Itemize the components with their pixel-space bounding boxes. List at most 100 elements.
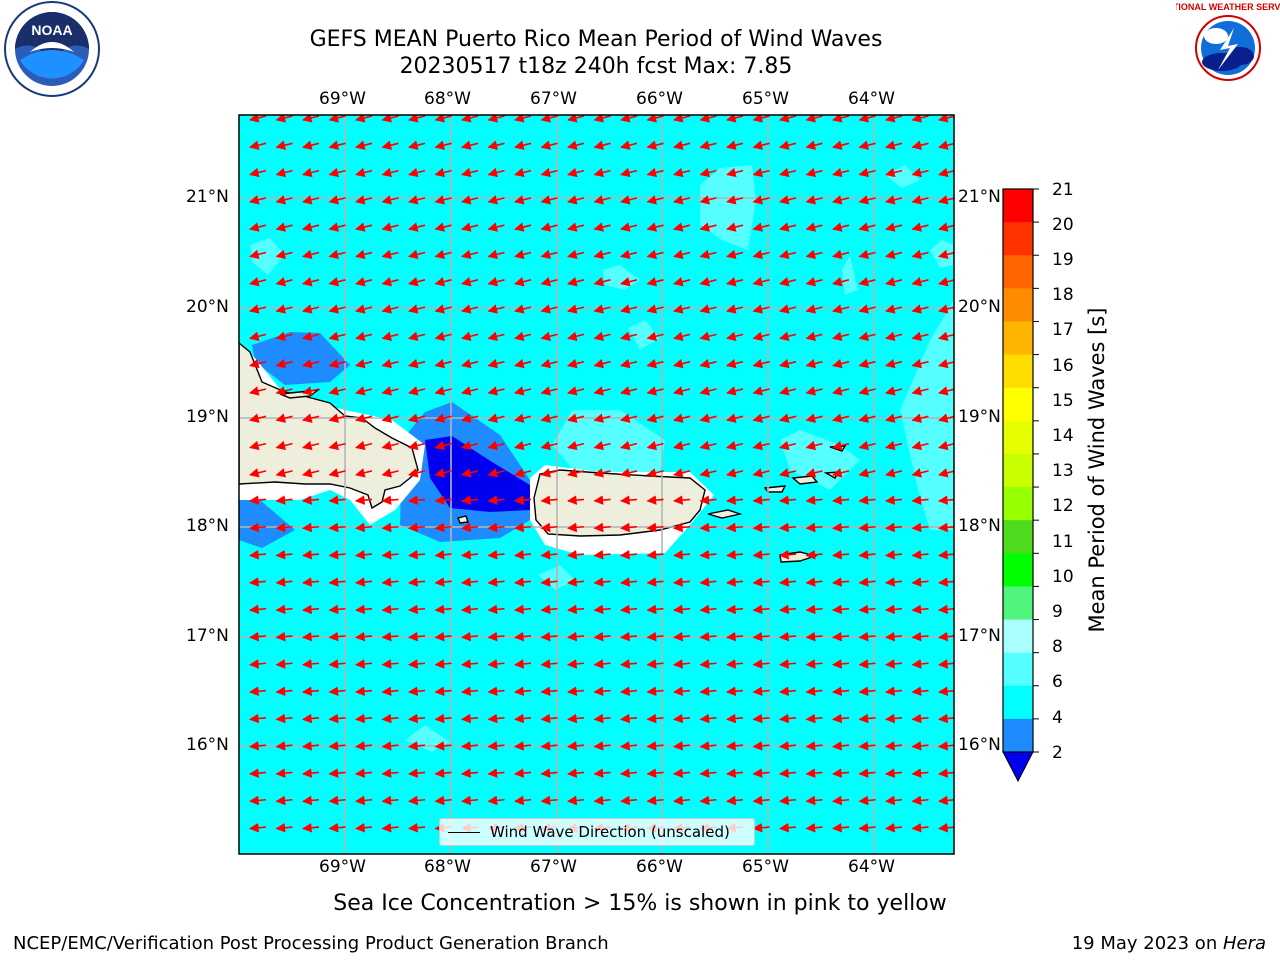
wind-wave-arrow [805, 140, 823, 150]
wind-wave-arrow [514, 249, 532, 260]
wind-wave-arrow [567, 140, 585, 150]
wind-wave-arrow [514, 331, 532, 341]
wind-wave-arrow [514, 386, 532, 396]
wind-wave-arrow [673, 741, 691, 751]
wind-wave-arrow [434, 195, 452, 205]
wind-wave-arrow [434, 440, 452, 451]
wind-wave-arrow [434, 631, 452, 642]
wind-wave-arrow [938, 304, 954, 314]
wind-wave-arrow [752, 140, 770, 150]
wind-wave-arrow [752, 495, 770, 505]
wind-wave-arrow [434, 413, 452, 423]
wind-wave-arrow [646, 549, 664, 560]
colorbar-frame [1002, 188, 1034, 753]
wind-wave-arrow [487, 304, 505, 314]
wind-wave-arrow [620, 741, 638, 751]
wind-wave-arrow [302, 277, 320, 287]
wind-wave-arrow [249, 795, 267, 806]
wind-wave-arrow [302, 140, 320, 150]
st-thomas-island [763, 485, 787, 493]
wind-wave-arrow [275, 440, 293, 451]
wind-wave-arrow [832, 249, 850, 260]
wind-wave-arrow [699, 659, 717, 669]
wind-wave-arrow [328, 795, 346, 806]
wind-wave-arrow [699, 549, 717, 560]
wind-wave-arrow [302, 222, 320, 232]
wind-wave-arrow [249, 304, 267, 314]
wind-wave-arrow [487, 522, 505, 533]
wind-wave-arrow [514, 604, 532, 615]
wind-wave-arrow [540, 115, 558, 123]
wind-wave-arrow [302, 331, 320, 341]
wind-wave-arrow [646, 468, 664, 478]
colorbar-segment [1003, 222, 1033, 256]
wind-wave-arrow [461, 277, 479, 287]
wind-wave-arrow [673, 686, 691, 697]
wind-wave-arrow [752, 686, 770, 697]
wind-wave-arrow [593, 386, 611, 396]
wind-wave-arrow [593, 413, 611, 423]
wind-wave-arrow [805, 659, 823, 669]
wind-wave-arrow [487, 222, 505, 232]
wind-wave-arrow [805, 304, 823, 314]
wind-wave-arrow [673, 140, 691, 150]
wind-wave-arrow [699, 115, 717, 123]
wind-wave-arrow [593, 686, 611, 697]
colorbar-title: Mean Period of Wind Waves [s] [1085, 307, 1109, 633]
wind-wave-arrow [620, 659, 638, 669]
wind-wave-arrow [752, 522, 770, 533]
wind-wave-arrow [911, 549, 929, 560]
wind-wave-arrow [911, 304, 929, 314]
wind-wave-arrow [885, 795, 903, 806]
wind-wave-arrow [514, 115, 532, 123]
wind-wave-arrow [567, 604, 585, 615]
wind-wave-arrow [699, 140, 717, 150]
wind-wave-arrow [646, 222, 664, 232]
wind-wave-arrow [726, 631, 744, 642]
wind-wave-arrow [938, 741, 954, 751]
wind-wave-arrow [726, 604, 744, 615]
wind-wave-arrow [434, 549, 452, 560]
wind-wave-arrow [487, 741, 505, 751]
wind-wave-arrow [593, 440, 611, 451]
wind-wave-arrow [673, 277, 691, 287]
wind-wave-arrow [726, 195, 744, 205]
wind-wave-arrow [487, 331, 505, 341]
wind-wave-arrow [593, 222, 611, 232]
wind-wave-arrow [620, 495, 638, 505]
wind-wave-arrow [832, 413, 850, 423]
wind-wave-arrow [275, 522, 293, 533]
colorbar-tick-label: 18 [1052, 285, 1074, 305]
wind-wave-arrow [752, 631, 770, 642]
wind-wave-arrow [514, 631, 532, 642]
wind-wave-arrow [885, 358, 903, 369]
wind-wave-arrow [858, 331, 876, 341]
wind-wave-arrow [540, 795, 558, 806]
wind-wave-arrow [487, 549, 505, 560]
wind-wave-arrow [540, 331, 558, 341]
wind-wave-arrow [620, 768, 638, 778]
wind-wave-arrow [514, 358, 532, 369]
wind-wave-arrow [355, 386, 373, 396]
wind-wave-arrow [328, 495, 346, 505]
wind-wave-arrow [620, 468, 638, 478]
wind-wave-arrow [938, 358, 954, 369]
wind-wave-arrow [593, 577, 611, 587]
wind-wave-arrow [885, 331, 903, 341]
wind-wave-arrow [805, 495, 823, 505]
wind-wave-arrow [487, 195, 505, 205]
wind-wave-arrow [699, 522, 717, 533]
wind-wave-arrow [408, 549, 426, 560]
wind-wave-arrow [461, 549, 479, 560]
wind-wave-arrow [567, 413, 585, 423]
wind-wave-arrow [408, 440, 426, 451]
wind-wave-arrow [779, 358, 797, 369]
wind-wave-arrow [540, 195, 558, 205]
wind-wave-arrow [858, 577, 876, 587]
wind-wave-arrow [567, 386, 585, 396]
wind-wave-arrow [726, 358, 744, 369]
wind-wave-arrow [620, 577, 638, 587]
wind-wave-arrow [726, 468, 744, 478]
wind-wave-arrow [593, 167, 611, 178]
wind-wave-arrow [275, 822, 293, 833]
